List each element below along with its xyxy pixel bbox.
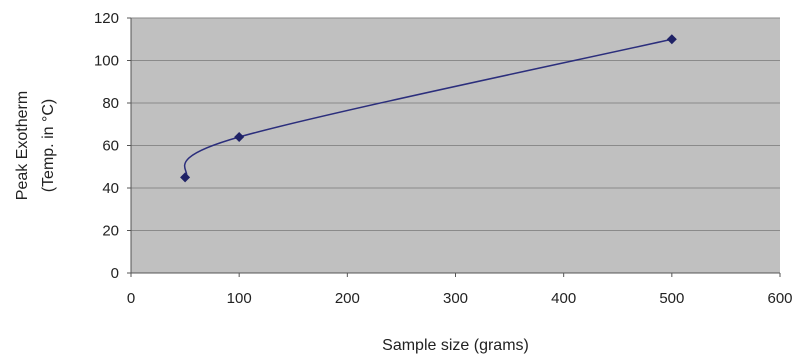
y-axis-title-line-1: Peak Exotherm <box>14 91 31 200</box>
data-point-marker-50 <box>180 172 191 183</box>
y-tick-label-120: 120 <box>94 10 119 27</box>
x-tick-label-300: 300 <box>443 290 468 307</box>
series-line-layer <box>183 38 672 178</box>
y-tick-label-100: 100 <box>94 53 119 70</box>
x-tick-label-400: 400 <box>551 290 576 307</box>
x-tick-label-0: 0 <box>127 290 135 307</box>
x-tick-label-100: 100 <box>227 290 252 307</box>
y-tick-labels: 0 20 40 60 80 100 120 <box>94 10 119 282</box>
gridlines <box>131 17 780 231</box>
data-point-marker-500 <box>666 34 677 45</box>
y-tick-label-60: 60 <box>102 138 119 155</box>
x-tick-label-200: 200 <box>335 290 360 307</box>
y-tick-label-20: 20 <box>102 223 119 240</box>
y-tick-label-80: 80 <box>102 95 119 112</box>
data-point-marker-100 <box>234 132 245 142</box>
y-axis-title-line-2: (Temp. in °C) <box>40 99 57 193</box>
x-tick-label-500: 500 <box>659 290 684 307</box>
x-tick-labels: 0 100 200 300 400 500 600 <box>127 290 793 307</box>
y-tick-label-0: 0 <box>111 265 119 282</box>
series-line <box>183 38 672 178</box>
x-tick-label-600: 600 <box>767 290 792 307</box>
x-axis-title: Sample size (grams) <box>382 337 529 354</box>
y-tick-label-40: 40 <box>102 180 119 197</box>
data-markers <box>180 34 677 183</box>
axes <box>127 17 781 277</box>
